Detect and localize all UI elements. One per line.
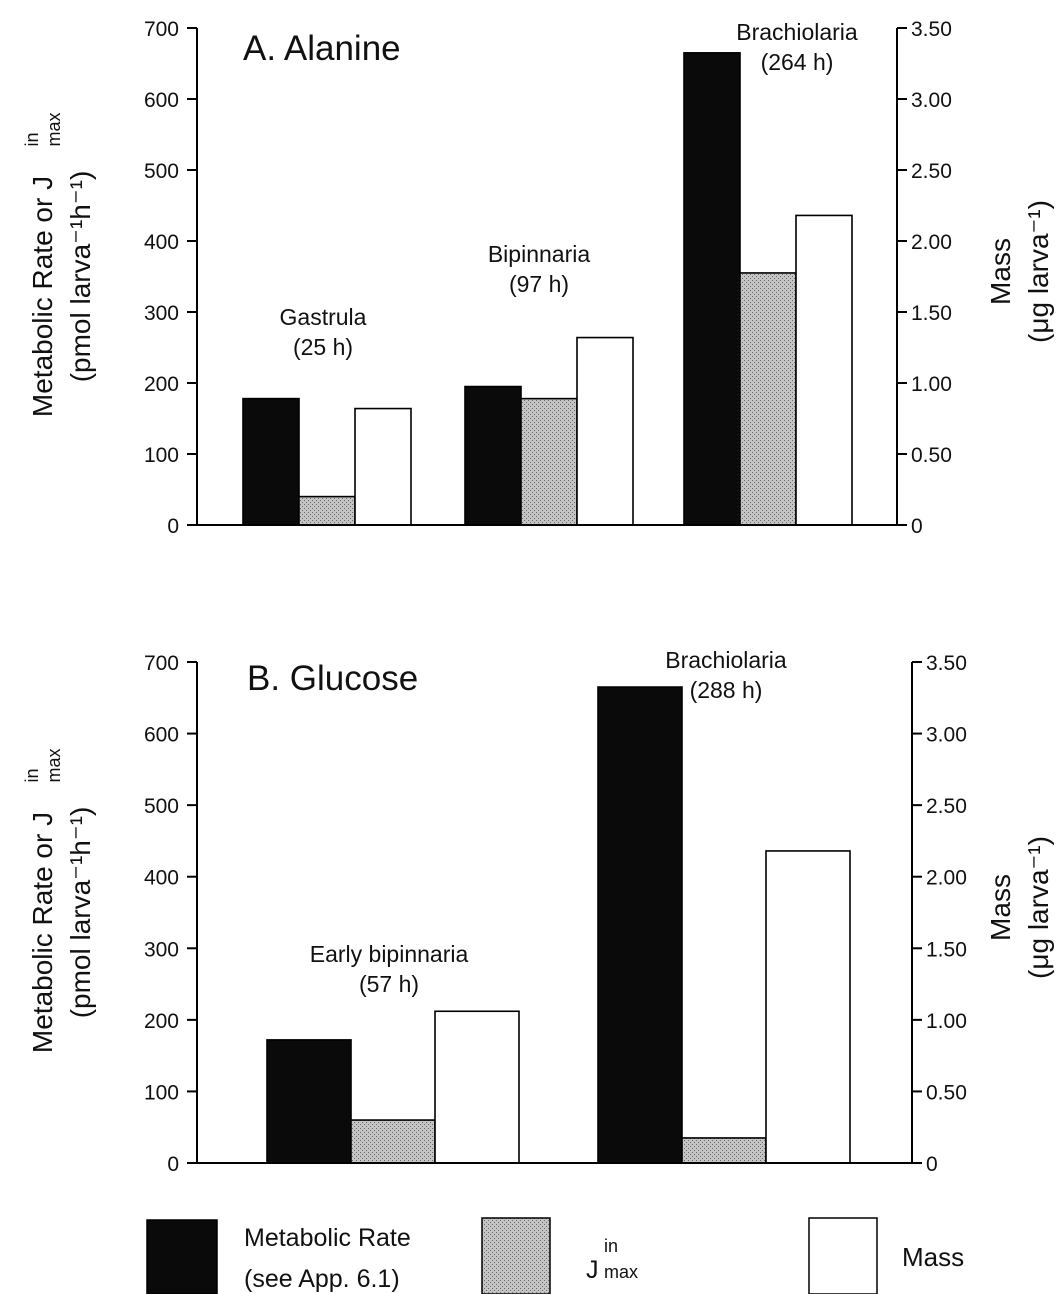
y-axis-label-line1: Metabolic Rate or J xyxy=(27,812,58,1053)
legend-label-jmax: J xyxy=(586,1256,599,1284)
category-time-label: (97 h) xyxy=(509,271,569,297)
legend-swatch-jmax xyxy=(481,1217,551,1294)
y-tick-label: 0 xyxy=(167,515,179,538)
category-time-label: (264 h) xyxy=(761,49,834,75)
y2-tick-label: 3.00 xyxy=(926,724,967,747)
category-time-label: (25 h) xyxy=(293,334,353,360)
chart-title: B. Glucose xyxy=(247,659,418,698)
legend-label-metabolic-rate-note: (see App. 6.1) xyxy=(244,1265,400,1293)
y-axis-label-sub: max xyxy=(44,748,64,782)
bar-mass-1 xyxy=(576,336,634,526)
y-axis-label: Metabolic Rate or J in max (pmol larva⁻¹h⁻¹… xyxy=(22,748,96,1053)
bar-metabolic-1 xyxy=(597,686,683,1164)
y2-tick-label: 2.00 xyxy=(911,231,952,254)
y-axis-label-sub: max xyxy=(44,112,64,146)
y2-tick-label: 2.50 xyxy=(911,160,952,183)
bar-metabolic-0 xyxy=(242,397,300,526)
y2-axis-label-line1: Mass xyxy=(985,874,1016,941)
legend-label-mass: Mass xyxy=(902,1242,964,1272)
y-tick-label: 100 xyxy=(144,1081,179,1104)
y2-axis-label-line1: Mass xyxy=(985,238,1016,305)
y-axis-label-line2: (pmol larva⁻¹h⁻¹) xyxy=(65,807,96,1019)
legend-swatch-mass xyxy=(808,1217,878,1294)
bar-mass-2 xyxy=(795,214,853,526)
bar-metabolic-0 xyxy=(266,1039,352,1164)
y2-axis-label: Mass (μg larva⁻¹) xyxy=(985,836,1054,979)
y-tick-label: 200 xyxy=(144,373,179,396)
bar-mass-0 xyxy=(354,407,412,526)
y-axis-label-line1: Metabolic Rate or J xyxy=(27,176,58,417)
y2-tick-label: 1.00 xyxy=(911,373,952,396)
y2-tick-label: 0 xyxy=(926,1153,938,1176)
y-tick-label: 0 xyxy=(167,1153,179,1176)
y2-tick-label: 2.00 xyxy=(926,867,967,890)
y2-tick-label: 0 xyxy=(911,515,923,538)
bar-metabolic-2 xyxy=(683,52,741,526)
y2-axis-label-line2: (μg larva⁻¹) xyxy=(1023,200,1054,343)
y2-tick-label: 2.50 xyxy=(926,795,967,818)
legend: Metabolic Rate (see App. 6.1) J in max M… xyxy=(146,1217,964,1294)
chart-panel-glucose: Early bipinnaria (57 h) Brachiolaria (288 h… xyxy=(22,647,1054,1176)
category-label: Gastrula xyxy=(280,304,367,330)
y2-tick-label: 3.50 xyxy=(911,18,952,41)
y2-tick-label: 3.50 xyxy=(926,652,967,675)
bar-jmax-1 xyxy=(520,397,578,526)
y2-tick-label: 1.00 xyxy=(926,1010,967,1033)
bar-jmax-2 xyxy=(739,272,797,526)
category-time-label: (288 h) xyxy=(690,677,763,703)
legend-label-jmax-sub: max xyxy=(604,1262,638,1282)
y-tick-label: 200 xyxy=(144,1010,179,1033)
category-time-label: (57 h) xyxy=(359,971,419,997)
legend-label-metabolic-rate: Metabolic Rate xyxy=(244,1224,411,1252)
y-tick-label: 300 xyxy=(144,302,179,325)
y-tick-label: 700 xyxy=(144,18,179,41)
chart-title: A. Alanine xyxy=(243,29,401,68)
bar-metabolic-1 xyxy=(464,385,522,526)
bar-jmax-0 xyxy=(350,1119,436,1164)
y2-tick-label: 1.50 xyxy=(911,302,952,325)
chart-panel-alanine: Gastrula (25 h) Bipinnaria (97 h) Brachiolar… xyxy=(22,18,1054,538)
legend-label-jmax-sup: in xyxy=(604,1236,618,1256)
y-axis-label-sup: in xyxy=(22,768,42,782)
legend-label-jmax-base: J xyxy=(586,1256,599,1284)
bar-mass-1 xyxy=(765,850,851,1164)
y-tick-label: 600 xyxy=(144,89,179,112)
y2-axis-label-line2: (μg larva⁻¹) xyxy=(1023,836,1054,979)
y-tick-label: 700 xyxy=(144,652,179,675)
category-label: Bipinnaria xyxy=(488,241,590,267)
y-tick-label: 400 xyxy=(144,231,179,254)
bar-jmax-0 xyxy=(298,495,356,526)
legend-swatch-metabolic-rate xyxy=(146,1219,218,1294)
y-tick-label: 600 xyxy=(144,724,179,747)
y-tick-label: 500 xyxy=(144,795,179,818)
y-tick-label: 500 xyxy=(144,160,179,183)
y-tick-label: 300 xyxy=(144,938,179,961)
y2-tick-label: 3.00 xyxy=(911,89,952,112)
bar-jmax-1 xyxy=(681,1137,767,1164)
y2-tick-label: 1.50 xyxy=(926,938,967,961)
y-axis-label: Metabolic Rate or J in max (pmol larva⁻¹h⁻¹… xyxy=(22,112,96,417)
y-axis-label-line2: (pmol larva⁻¹h⁻¹) xyxy=(65,171,96,383)
y-tick-label: 400 xyxy=(144,867,179,890)
category-label: Brachiolaria xyxy=(665,647,787,673)
y-axis-label-sup: in xyxy=(22,132,42,146)
bar-mass-0 xyxy=(434,1010,520,1164)
y2-tick-label: 0.50 xyxy=(926,1081,967,1104)
category-label: Early bipinnaria xyxy=(310,941,469,967)
category-label: Brachiolaria xyxy=(736,19,858,45)
y2-axis-label: Mass (μg larva⁻¹) xyxy=(985,200,1054,343)
y-tick-label: 100 xyxy=(144,444,179,467)
y2-tick-label: 0.50 xyxy=(911,444,952,467)
